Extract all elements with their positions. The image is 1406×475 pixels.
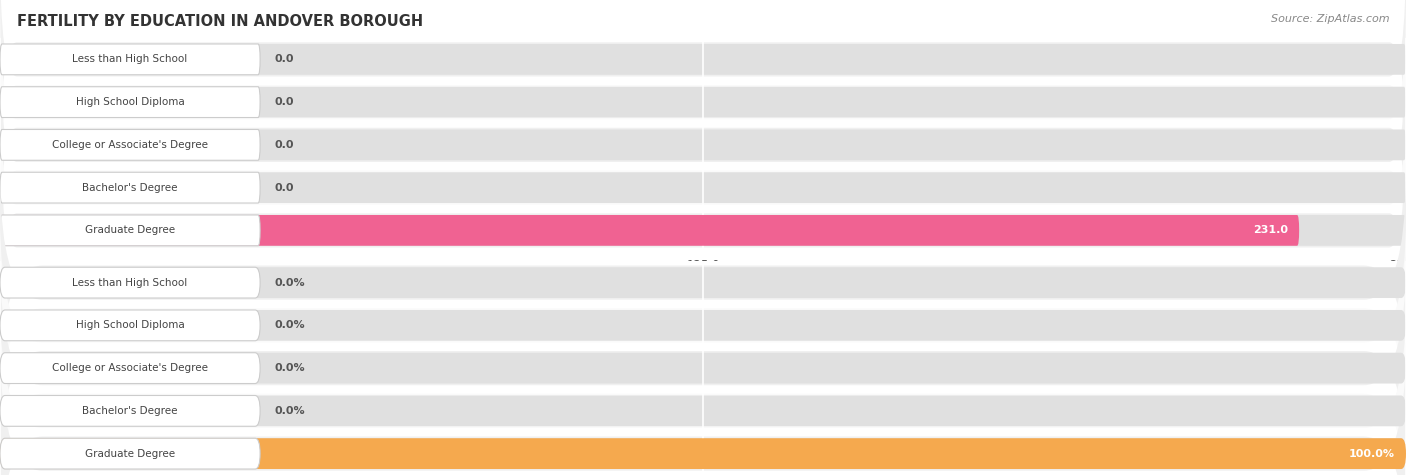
FancyBboxPatch shape xyxy=(0,214,1406,437)
Text: 0.0%: 0.0% xyxy=(274,406,305,416)
FancyBboxPatch shape xyxy=(0,119,1406,342)
Text: 0.0%: 0.0% xyxy=(274,363,305,373)
FancyBboxPatch shape xyxy=(0,171,1406,394)
FancyBboxPatch shape xyxy=(0,172,1406,203)
FancyBboxPatch shape xyxy=(0,353,260,383)
Text: Source: ZipAtlas.com: Source: ZipAtlas.com xyxy=(1271,14,1389,24)
FancyBboxPatch shape xyxy=(0,267,1406,298)
Text: 0.0: 0.0 xyxy=(274,140,294,150)
Text: 231.0: 231.0 xyxy=(1253,225,1288,236)
Text: High School Diploma: High School Diploma xyxy=(76,320,184,331)
Text: High School Diploma: High School Diploma xyxy=(76,97,184,107)
FancyBboxPatch shape xyxy=(0,267,260,298)
Text: FERTILITY BY EDUCATION IN ANDOVER BOROUGH: FERTILITY BY EDUCATION IN ANDOVER BOROUG… xyxy=(17,14,423,29)
FancyBboxPatch shape xyxy=(0,130,1406,160)
FancyBboxPatch shape xyxy=(0,130,260,160)
Text: 0.0: 0.0 xyxy=(274,97,294,107)
FancyBboxPatch shape xyxy=(0,396,260,426)
Text: Graduate Degree: Graduate Degree xyxy=(84,225,176,236)
FancyBboxPatch shape xyxy=(0,438,1406,469)
Text: Less than High School: Less than High School xyxy=(73,277,187,288)
FancyBboxPatch shape xyxy=(0,0,1406,213)
FancyBboxPatch shape xyxy=(0,87,1406,117)
FancyBboxPatch shape xyxy=(0,257,1406,475)
FancyBboxPatch shape xyxy=(0,172,260,203)
FancyBboxPatch shape xyxy=(0,353,1406,383)
FancyBboxPatch shape xyxy=(0,44,260,75)
Text: 0.0: 0.0 xyxy=(274,54,294,65)
Text: Bachelor's Degree: Bachelor's Degree xyxy=(83,182,177,193)
FancyBboxPatch shape xyxy=(0,34,1406,256)
FancyBboxPatch shape xyxy=(0,342,1406,475)
FancyBboxPatch shape xyxy=(0,76,1406,299)
FancyBboxPatch shape xyxy=(0,215,1299,246)
Text: 0.0: 0.0 xyxy=(274,182,294,193)
FancyBboxPatch shape xyxy=(0,44,1406,75)
FancyBboxPatch shape xyxy=(0,310,1406,341)
Text: 0.0%: 0.0% xyxy=(274,320,305,331)
Text: Less than High School: Less than High School xyxy=(73,54,187,65)
FancyBboxPatch shape xyxy=(0,215,260,246)
Text: College or Associate's Degree: College or Associate's Degree xyxy=(52,140,208,150)
FancyBboxPatch shape xyxy=(0,438,1406,469)
FancyBboxPatch shape xyxy=(0,438,260,469)
FancyBboxPatch shape xyxy=(0,87,260,117)
FancyBboxPatch shape xyxy=(0,215,1406,246)
Text: College or Associate's Degree: College or Associate's Degree xyxy=(52,363,208,373)
FancyBboxPatch shape xyxy=(0,0,1406,171)
FancyBboxPatch shape xyxy=(0,300,1406,475)
Text: 0.0%: 0.0% xyxy=(274,277,305,288)
Text: Graduate Degree: Graduate Degree xyxy=(84,448,176,459)
Text: Bachelor's Degree: Bachelor's Degree xyxy=(83,406,177,416)
Text: 100.0%: 100.0% xyxy=(1348,448,1395,459)
FancyBboxPatch shape xyxy=(0,310,260,341)
FancyBboxPatch shape xyxy=(0,396,1406,426)
